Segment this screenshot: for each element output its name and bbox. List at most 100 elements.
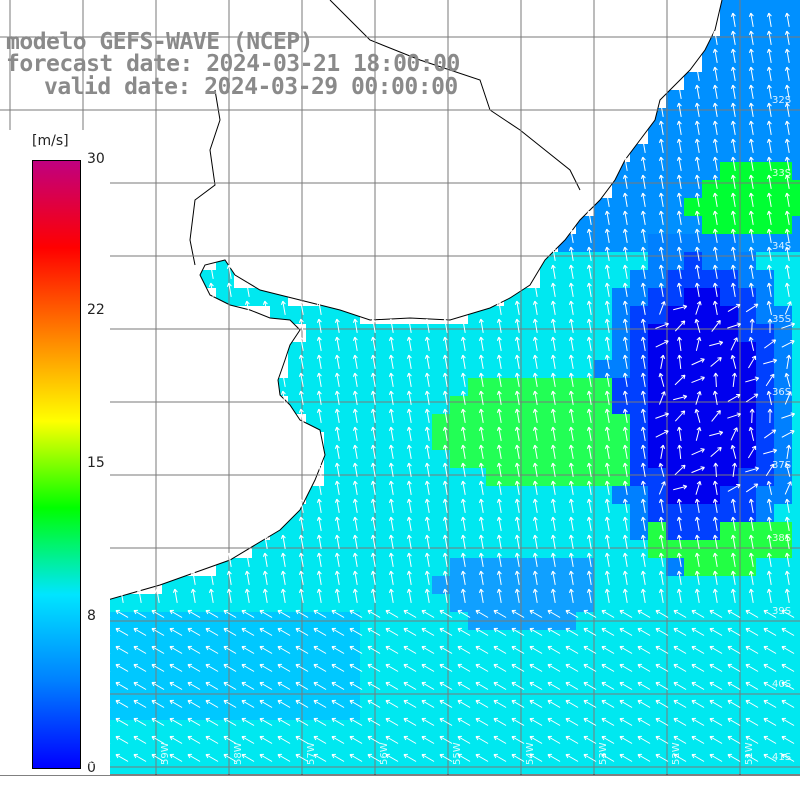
wind-arrow (154, 588, 160, 603)
wind-arrow (334, 480, 340, 495)
wind-arrow (349, 735, 363, 744)
wind-cell (522, 666, 540, 684)
wind-arrow (622, 462, 628, 477)
wind-arrow (676, 552, 682, 567)
wind-arrow (727, 645, 741, 654)
wind-arrow (568, 498, 574, 513)
wind-arrow (784, 481, 792, 495)
wind-cell (684, 360, 702, 378)
wind-arrow (673, 753, 687, 762)
wind-arrow (619, 753, 633, 762)
wind-arrow (385, 699, 399, 708)
wind-arrow (550, 570, 556, 585)
wind-cell (720, 630, 738, 648)
wind-arrow (493, 735, 507, 744)
wind-arrow (730, 84, 736, 99)
wind-cell (162, 756, 180, 774)
wind-cell (558, 756, 576, 774)
wind-arrow (727, 393, 741, 402)
wind-arrow (784, 516, 790, 531)
wind-arrow (532, 480, 538, 495)
wind-arrow (781, 735, 795, 744)
wind-arrow (622, 354, 628, 369)
wind-arrow (259, 735, 273, 744)
wind-arrow (244, 570, 250, 585)
wind-cell (738, 288, 756, 306)
latitude-label: 41S (772, 752, 792, 763)
wind-cell (576, 666, 594, 684)
wind-cell (774, 702, 792, 720)
wind-arrow (223, 735, 237, 744)
wind-arrow (205, 699, 219, 708)
wind-cell (612, 720, 630, 738)
wind-cell (612, 684, 630, 702)
wind-cell (648, 756, 666, 774)
wind-arrow (331, 753, 345, 762)
wind-arrow (532, 462, 538, 477)
wind-cell (648, 684, 666, 702)
wind-arrow (766, 210, 772, 225)
wind-arrow (784, 552, 790, 567)
wind-arrow (568, 372, 574, 387)
graticule (0, 0, 800, 775)
wind-arrow (676, 516, 682, 531)
wind-arrow (763, 627, 777, 636)
wind-arrow (565, 735, 579, 744)
wind-cell (540, 648, 558, 666)
wind-arrow (640, 534, 646, 549)
wind-arrow (745, 627, 759, 636)
wind-arrow (514, 354, 520, 369)
wind-arrow (676, 138, 682, 153)
wind-arrow (115, 627, 129, 636)
wind-arrow (547, 681, 561, 690)
wind-arrow (622, 372, 628, 387)
wind-arrow (781, 322, 795, 329)
wind-cell (720, 432, 738, 450)
wind-arrow (406, 318, 412, 333)
wind-arrow (655, 627, 669, 636)
wind-arrow (316, 498, 322, 513)
wind-arrow (676, 84, 682, 99)
wind-arrow (331, 627, 345, 636)
wind-arrow (478, 390, 484, 405)
wind-arrow (136, 588, 142, 603)
wind-cell (162, 594, 180, 612)
wind-arrow (277, 699, 291, 708)
wind-cell (756, 630, 774, 648)
wind-cell (342, 702, 360, 720)
wind-arrow (493, 609, 507, 618)
wind-arrow (691, 645, 705, 654)
wind-arrow (388, 462, 394, 477)
wind-cell (576, 702, 594, 720)
wind-arrow (695, 426, 702, 441)
wind-cell (396, 756, 414, 774)
wind-arrow (711, 410, 721, 422)
wind-arrow (259, 609, 273, 618)
wind-arrow (277, 717, 291, 726)
wind-arrow (316, 408, 322, 423)
wind-arrow (370, 534, 376, 549)
wind-arrow (280, 390, 286, 405)
wind-arrow (604, 210, 610, 225)
wind-cell (612, 648, 630, 666)
wind-cell (738, 378, 756, 396)
wind-arrow (786, 444, 792, 459)
wind-arrow (568, 408, 574, 423)
wind-arrow (424, 318, 430, 333)
wind-arrow (586, 210, 592, 225)
wind-arrow (604, 570, 610, 585)
wind-arrow (601, 699, 615, 708)
wind-arrow (403, 699, 417, 708)
wind-cell (612, 702, 630, 720)
wind-cell (468, 666, 486, 684)
wind-cell (432, 594, 450, 612)
wind-cell (342, 756, 360, 774)
wind-cell (720, 702, 738, 720)
wind-cell (756, 738, 774, 756)
wind-arrow (151, 735, 165, 744)
wind-arrow (277, 645, 291, 654)
wind-arrow (244, 300, 250, 315)
wind-arrow (763, 735, 777, 744)
wind-cell (792, 216, 800, 234)
